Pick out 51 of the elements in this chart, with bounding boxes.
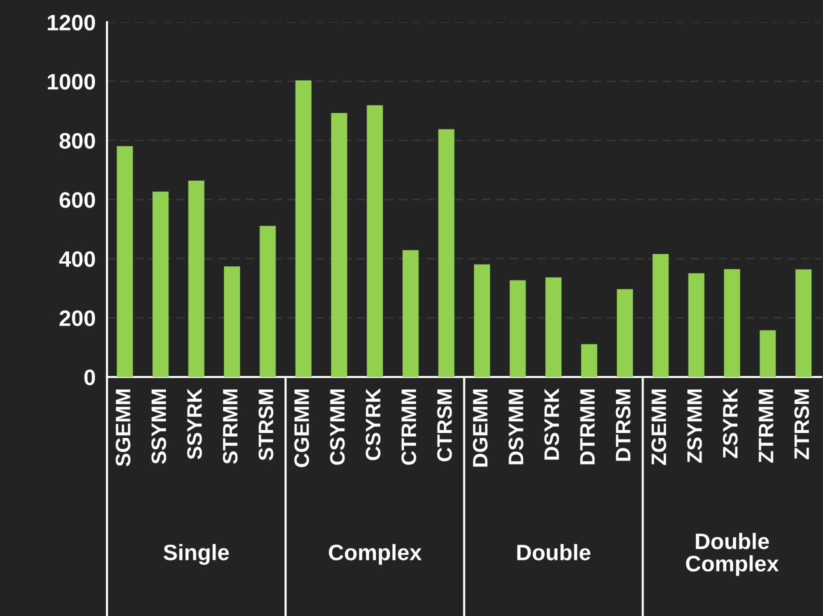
bar (652, 254, 669, 377)
y-tick-label: 600 (60, 192, 95, 208)
bar (510, 280, 526, 377)
x-tick-label: CTRMM (401, 389, 416, 465)
x-tick-label: SSYMM (151, 390, 166, 464)
bar (188, 180, 204, 377)
y-tick-label: 1000 (48, 74, 95, 90)
x-tick-label: DTRMM (580, 389, 595, 464)
bar (224, 266, 240, 377)
y-tick-label: 800 (60, 132, 95, 149)
bar (116, 146, 133, 377)
x-tick-label: DTRSM (616, 389, 630, 461)
x-tick-label: CGEMM (294, 389, 310, 468)
x-tick-label: CSYMM (330, 390, 345, 465)
x-tick-label: DSYRK (544, 388, 560, 460)
bar (438, 129, 454, 377)
x-tick-label: ZSYMM (687, 389, 702, 463)
x-tick-label: ZGEMM (651, 389, 666, 466)
text: Double Complex (686, 532, 779, 576)
text: Complex (328, 544, 422, 565)
bar (260, 226, 276, 377)
y-tick-label: 400 (59, 251, 95, 267)
text: Single (164, 544, 229, 565)
bar (795, 269, 812, 377)
x-tick-label: STRSM (258, 389, 274, 460)
bar (152, 192, 169, 377)
bar (295, 80, 312, 377)
bar (474, 264, 490, 377)
x-tick-label: CSYRK (366, 388, 380, 460)
bar (724, 269, 740, 377)
x-tick-label: DGEMM (472, 389, 488, 467)
x-tick-label: CTRSM (437, 389, 452, 462)
y-tick-label: 0 (84, 370, 95, 386)
x-tick-label: SSYRK (187, 388, 202, 460)
text: Double (517, 544, 590, 560)
bar (545, 277, 562, 377)
x-tick-label: ZTRMM (758, 389, 774, 463)
x-tick-label: ZTRSM (794, 389, 810, 460)
bar (688, 273, 704, 377)
bar (581, 344, 598, 377)
x-tick-label: DSYMM (508, 390, 524, 464)
bar (760, 330, 776, 377)
bar (616, 289, 633, 377)
bar (366, 105, 383, 377)
x-tick-label: ZSYRK (722, 388, 738, 458)
x-tick-label: SGEMM (116, 389, 130, 466)
bar (402, 250, 419, 377)
y-tick-label: 200 (60, 310, 95, 326)
bar (331, 112, 348, 377)
x-tick-label: STRMM (222, 389, 238, 464)
y-tick-label: 1200 (48, 14, 95, 30)
